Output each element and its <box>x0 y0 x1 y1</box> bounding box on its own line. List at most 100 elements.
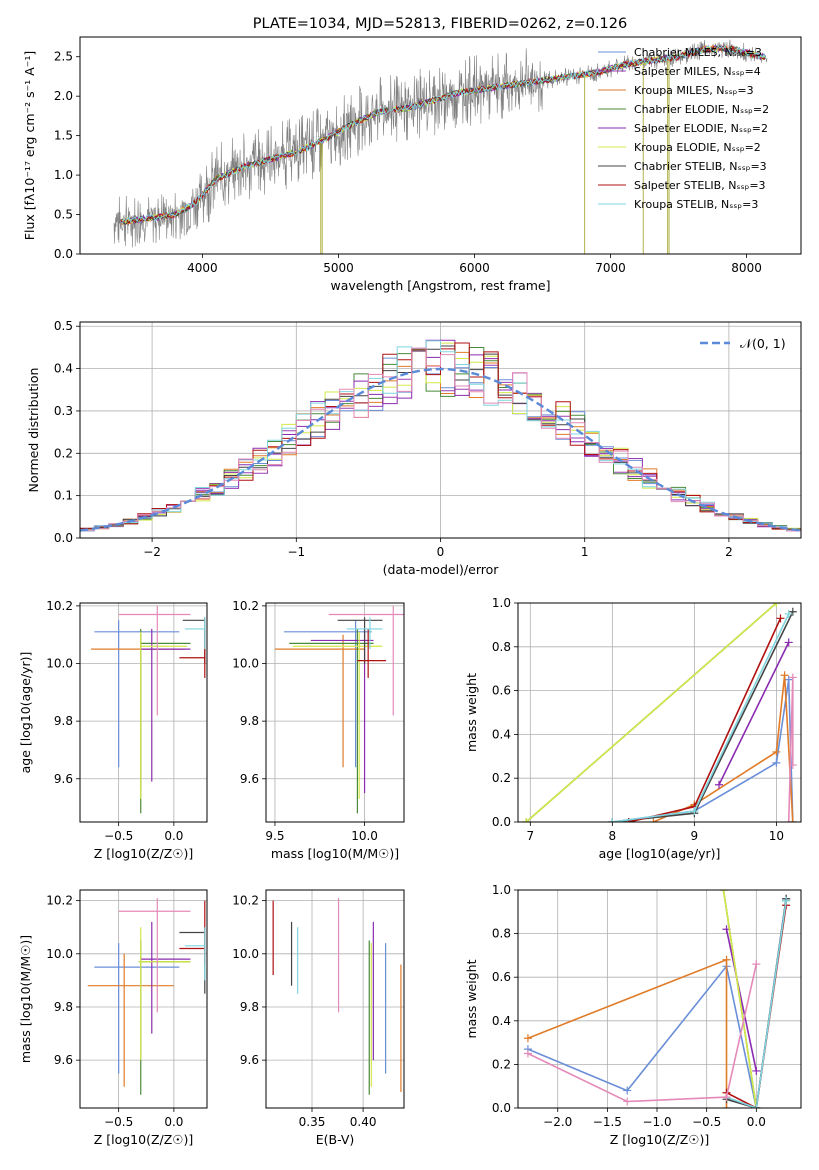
plot-area <box>266 890 404 1108</box>
y-tick-label: 0.8 <box>492 927 511 941</box>
legend: Chabrier MILES, Nₛₛₚ=3 Salpeter MILES, Nₛ… <box>598 46 769 211</box>
weight-marker <box>782 896 791 905</box>
x-tick-label: 7000 <box>595 261 626 275</box>
x-tick-label: −1.5 <box>593 1115 622 1129</box>
x-tick-label: −0.5 <box>104 829 133 843</box>
weight-marker <box>788 761 797 770</box>
weight-marker <box>784 818 793 822</box>
legend-entry: Chabrier MILES, Nₛₛₚ=3 <box>634 46 762 59</box>
x-axis-label: wavelength [Angstrom, rest frame] <box>330 278 550 293</box>
y-axis-label: mass weight <box>464 959 479 1038</box>
x-tick-label: −1 <box>287 545 305 559</box>
weight-marker <box>722 1093 731 1102</box>
y-tick-label: 9.6 <box>54 772 73 786</box>
axes-frame <box>79 602 208 823</box>
panel-5: 7 8 9 10 0.0 0.2 0.4 0.6 0.8 1.0 age [log10(age/yr… <box>464 596 802 861</box>
plot-area <box>80 322 801 538</box>
histogram-10 <box>80 347 801 532</box>
x-axis-label: age [log10(age/yr)] <box>599 846 721 861</box>
x-tick-label: 1 <box>581 545 589 559</box>
panel-6: −0.5 0.0 9.6 9.8 10.0 10.2 Z [log10(Z/Z☉)] mass… <box>18 889 208 1147</box>
y-axis-label: Normed distribution <box>26 368 41 493</box>
legend-entry: Salpeter ELODIE, Nₛₛₚ=2 <box>634 122 768 135</box>
y-axis-label: age [log10(age/yr)] <box>18 652 33 774</box>
x-tick-label: 7 <box>526 829 534 843</box>
histogram-4 <box>80 347 801 531</box>
weight-line-1 <box>612 679 794 822</box>
model-line-9 <box>120 45 767 224</box>
weight-marker <box>788 818 797 822</box>
legend-entry: Chabrier STELIB, Nₛₛₚ=3 <box>634 160 767 173</box>
x-axis-label: Z [log10(Z/Z☉)] <box>610 1132 710 1147</box>
weight-marker <box>784 675 793 684</box>
weight-marker <box>784 638 793 647</box>
weight-marker <box>776 614 785 623</box>
weight-marker <box>772 758 781 767</box>
weight-line-9 <box>527 963 758 1103</box>
weight-marker <box>623 1086 632 1095</box>
y-tick-label: 0.4 <box>54 362 73 376</box>
panel-7: 0.35 0.40 9.6 9.8 10.0 10.2 E(B-V) <box>232 889 405 1147</box>
x-tick-label: 10.0 <box>351 829 378 843</box>
y-tick-label: 0.4 <box>492 1014 511 1028</box>
y-tick-label: 1.5 <box>54 129 73 143</box>
x-tick-label: 6000 <box>459 261 490 275</box>
weight-marker <box>752 1066 761 1075</box>
y-tick-label: 0.2 <box>492 1057 511 1071</box>
x-tick-label: −1.0 <box>642 1115 671 1129</box>
weight-line-4 <box>725 929 758 1072</box>
weight-marker <box>523 1049 532 1058</box>
y-tick-label: 9.8 <box>240 1000 259 1014</box>
weight-marker <box>788 673 797 682</box>
panel-8: −2.0 −1.5 −1.0 −0.5 0.0 0.0 0.2 0.4 0.6 0.8 1.0 Z [… <box>464 883 802 1147</box>
plot-area <box>518 603 801 822</box>
weight-line-2 <box>652 675 794 822</box>
y-tick-label: 0.0 <box>492 1101 511 1115</box>
y-tick-label: 10.2 <box>232 599 259 613</box>
histogram-9 <box>80 340 801 532</box>
legend-entry: Kroupa MILES, Nₛₛₚ=3 <box>634 84 754 97</box>
x-tick-label: 4000 <box>187 261 218 275</box>
x-tick-label: 0.40 <box>350 1115 377 1129</box>
y-axis-label: Flux [fλ10⁻¹⁷ erg cm⁻² s⁻¹ A⁻¹] <box>22 51 37 240</box>
plot-area <box>518 890 801 1108</box>
y-tick-label: 10.2 <box>232 894 259 908</box>
x-tick-label: 8000 <box>731 261 762 275</box>
x-tick-label: 0 <box>437 545 445 559</box>
y-tick-label: 9.6 <box>240 1053 259 1067</box>
y-tick-label: 2.5 <box>54 50 73 64</box>
x-axis-label: (data-model)/error <box>383 562 500 577</box>
axes-frame <box>79 889 208 1109</box>
y-tick-label: 10.2 <box>46 599 73 613</box>
y-tick-label: 10.2 <box>46 894 73 908</box>
y-tick-label: 0.0 <box>54 531 73 545</box>
plot-area <box>80 603 207 822</box>
legend-entry: 𝒩(0, 1) <box>740 336 786 351</box>
x-tick-label: −2 <box>143 545 161 559</box>
weight-line-8 <box>612 613 790 822</box>
y-tick-label: 0.5 <box>54 319 73 333</box>
weight-marker <box>772 747 781 756</box>
y-tick-label: 1.0 <box>492 883 511 897</box>
weight-line-5 <box>722 890 758 1108</box>
model-line-8 <box>120 45 766 224</box>
weight-marker <box>722 955 731 964</box>
legend-entry: Salpeter STELIB, Nₛₛₚ=3 <box>634 179 766 192</box>
y-tick-label: 1.0 <box>492 596 511 610</box>
y-tick-label: 0.5 <box>54 208 73 222</box>
y-tick-label: 0.6 <box>492 970 511 984</box>
x-tick-label: 0.0 <box>164 1115 183 1129</box>
x-axis-label: E(B-V) <box>316 1132 355 1147</box>
y-tick-label: 9.8 <box>240 714 259 728</box>
weight-marker <box>772 603 781 607</box>
weight-marker <box>784 609 793 618</box>
axes-frame <box>265 889 405 1109</box>
weight-line-5 <box>525 603 777 822</box>
y-axis-label: mass weight <box>464 673 479 752</box>
weight-marker <box>714 780 723 789</box>
x-tick-label: −2.0 <box>543 1115 572 1129</box>
x-tick-label: 0.0 <box>164 829 183 843</box>
weight-line-4 <box>718 642 790 786</box>
y-tick-label: 0.6 <box>492 684 511 698</box>
